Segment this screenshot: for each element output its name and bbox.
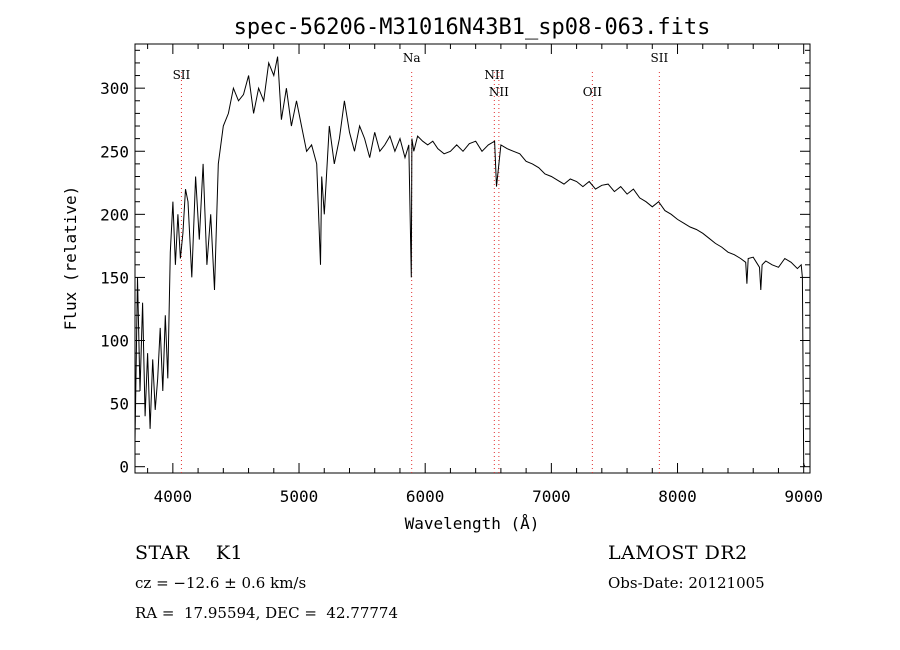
marker-label: SII [651,51,669,65]
x-tick-label: 9000 [784,487,823,506]
x-axis-label: Wavelength (Å) [405,514,540,533]
y-tick-label: 300 [100,79,129,98]
plot-frame [134,43,811,474]
y-tick-label: 0 [119,458,129,477]
marker-label: NII [484,68,504,82]
marker-label: OII [583,85,603,99]
marker-label: SII [173,68,191,82]
obs-date-label: Obs-Date: 20121005 [608,574,765,592]
x-tick-label: 5000 [280,487,319,506]
survey-label: LAMOST DR2 [608,542,748,564]
redshift-label: cz = −12.6 ± 0.6 km/s [135,574,307,592]
x-tick-label: 7000 [532,487,571,506]
y-axis-label: Flux (relative) [61,186,80,331]
emission-line-markers: SII Na NII NII OII SII [173,51,669,473]
x-tick-label: 8000 [658,487,697,506]
y-tick-label: 150 [100,268,129,287]
marker-label: Na [403,51,421,65]
x-tick-label: 6000 [406,487,445,506]
y-tick-label: 200 [100,205,129,224]
y-tick-label: 50 [110,395,129,414]
y-tick-label: 100 [100,332,129,351]
spectrum-line [134,56,806,467]
x-tick-label: 4000 [154,487,193,506]
coordinates-label: RA = 17.95594, DEC = 42.77774 [135,604,399,622]
chart-title: spec-56206-M31016N43B1_sp08-063.fits [234,15,711,40]
axis-ticks: 4000 5000 6000 7000 8000 9000 0 50 100 150 200 250 3… [100,44,823,506]
star-class-label: STAR K1 [135,542,244,564]
marker-label: NII [489,85,509,99]
y-tick-label: 250 [100,142,129,161]
